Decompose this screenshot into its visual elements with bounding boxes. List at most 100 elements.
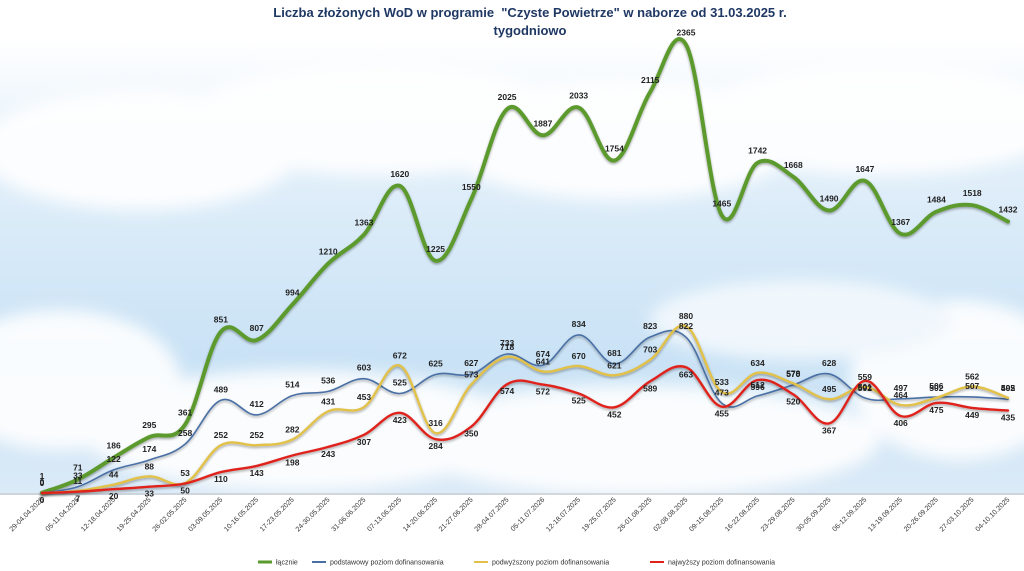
- legend-label-podwyzszony: podwyższony poziom dofinansowania: [492, 560, 609, 567]
- data-label-lacznie: 2115: [641, 75, 660, 85]
- data-label-podwyzszony: 559: [858, 372, 872, 382]
- data-label-podstawowy: 412: [250, 399, 264, 409]
- data-label-najwyzszy: 284: [429, 441, 443, 451]
- data-label-najwyzszy: 592: [858, 383, 872, 393]
- data-label-podwyzszony: 453: [357, 392, 371, 402]
- data-label-lacznie: 1465: [712, 198, 731, 208]
- data-label-lacznie: 1363: [355, 218, 374, 228]
- data-label-podwyzszony: 53: [180, 468, 190, 478]
- data-label-najwyzszy: 307: [357, 437, 371, 447]
- data-label-podwyzszony: 495: [822, 384, 836, 394]
- data-label-lacznie: 1225: [426, 244, 445, 254]
- data-label-najwyzszy: 449: [965, 410, 979, 420]
- data-label-najwyzszy: 143: [250, 468, 264, 478]
- data-label-podstawowy: 497: [894, 383, 908, 393]
- data-label-najwyzszy: 33: [145, 489, 155, 499]
- data-label-podstawowy: 512: [751, 380, 765, 390]
- data-label-lacznie: 1432: [999, 205, 1018, 215]
- data-label-podwyzszony: 703: [643, 345, 657, 355]
- data-label-najwyzszy: 663: [679, 369, 693, 379]
- data-label-lacznie: 851: [214, 315, 228, 325]
- data-label-podstawowy: 258: [178, 428, 192, 438]
- data-label-podstawowy: 506: [929, 381, 943, 391]
- data-label-lacznie: 1490: [820, 194, 839, 204]
- data-label-podwyzszony: 431: [321, 396, 335, 406]
- data-label-podstawowy: 174: [142, 444, 156, 454]
- data-label-podwyzszony: 880: [679, 311, 693, 321]
- data-label-najwyzszy: 367: [822, 425, 836, 435]
- data-label-lacznie: 1484: [927, 195, 946, 205]
- series-line-podwyzszony: [40, 324, 1010, 495]
- chart-subtitle: tygodniowo: [494, 23, 567, 38]
- data-label-podstawowy: 525: [393, 378, 407, 388]
- data-label-najwyzszy: 198: [285, 458, 299, 468]
- data-label-podstawowy: 625: [429, 359, 443, 369]
- series-lines: [40, 37, 1010, 495]
- data-label-podwyzszony: 573: [464, 369, 478, 379]
- data-label-najwyzszy: 7: [75, 494, 80, 504]
- data-label-najwyzszy: 574: [500, 386, 514, 396]
- legend-label-lacznie: łącznie: [276, 560, 298, 567]
- data-label-podstawowy: 733: [500, 338, 514, 348]
- legend-label-najwyzszy: najwyższy poziom dofinansowania: [668, 560, 775, 567]
- data-label-podstawowy: 628: [822, 358, 836, 368]
- data-label-najwyzszy: 243: [321, 449, 335, 459]
- data-label-lacznie: 2365: [677, 28, 696, 38]
- cloud-decoration: [0, 65, 1024, 495]
- data-label-najwyzszy: 589: [643, 383, 657, 393]
- data-label-podstawowy: 681: [607, 348, 621, 358]
- data-label-podstawowy: 627: [464, 358, 478, 368]
- series-line-podstawowy: [41, 329, 1009, 494]
- data-label-lacznie: 1: [40, 471, 45, 481]
- data-label-najwyzszy: 110: [214, 474, 228, 484]
- data-label-lacznie: 1647: [855, 164, 874, 174]
- data-label-podstawowy: 674: [536, 349, 550, 359]
- data-label-podstawowy: 570: [786, 369, 800, 379]
- data-labels: 1 71 186 295 361 851 807 994 1210 1363 1620 1225 155…: [40, 28, 1018, 505]
- data-label-podwyzszony: 670: [572, 351, 586, 361]
- data-label-lacznie: 1668: [784, 160, 803, 170]
- data-label-podwyzszony: 502: [929, 383, 943, 393]
- data-label-podstawowy: 822: [679, 321, 693, 331]
- data-label-podwyzszony: 718: [500, 342, 514, 352]
- legend-label-podstawowy: podstawowy poziom dofinansowania: [330, 560, 444, 567]
- data-label-podwyzszony: 44: [109, 470, 119, 480]
- data-label-podwyzszony: 88: [145, 461, 155, 471]
- data-label-podstawowy: 33: [73, 471, 83, 481]
- data-label-podstawowy: 603: [357, 363, 371, 373]
- data-label-podstawowy: 473: [715, 387, 729, 397]
- legend: łącznie podstawowy poziom dofinansowania p…: [258, 560, 775, 567]
- data-label-najwyzszy: 520: [786, 396, 800, 406]
- data-label-lacznie: 1550: [462, 182, 481, 192]
- data-label-podwyzszony: 11: [73, 476, 82, 486]
- data-label-podwyzszony: 252: [214, 430, 228, 440]
- data-label-podstawowy: 536: [321, 375, 335, 385]
- data-label-lacznie: 807: [250, 323, 264, 333]
- data-label-podstawowy: 495: [1001, 383, 1015, 393]
- data-label-podstawowy: 0: [40, 477, 45, 487]
- data-label-podwyzszony: 562: [965, 372, 979, 382]
- data-label-podstawowy: 823: [643, 321, 657, 331]
- data-label-najwyzszy: 406: [894, 418, 908, 428]
- data-label-najwyzszy: 350: [464, 429, 478, 439]
- data-label-podwyzszony: 316: [429, 418, 443, 428]
- data-label-podwyzszony: 634: [751, 358, 765, 368]
- data-label-lacznie: 1742: [748, 146, 767, 156]
- data-label-lacznie: 295: [142, 420, 156, 430]
- data-label-podwyzszony: 464: [894, 390, 908, 400]
- data-label-podstawowy: 489: [214, 384, 228, 394]
- data-label-podwyzszony: 533: [715, 377, 729, 387]
- data-label-najwyzszy: 525: [572, 396, 586, 406]
- data-label-najwyzszy: 572: [536, 387, 550, 397]
- data-label-najwyzszy: 423: [393, 415, 407, 425]
- data-label-podstawowy: 501: [858, 382, 872, 392]
- data-label-podstawowy: 507: [965, 381, 979, 391]
- data-label-lacznie: 994: [285, 288, 299, 298]
- series-line-najwyzszy: [40, 365, 1010, 495]
- data-label-najwyzszy: 0: [40, 495, 45, 505]
- data-label-podstawowy: 514: [285, 380, 299, 390]
- data-label-podstawowy: 122: [107, 454, 121, 464]
- data-label-najwyzszy: 50: [180, 486, 190, 496]
- data-label-lacznie: 1367: [891, 217, 910, 227]
